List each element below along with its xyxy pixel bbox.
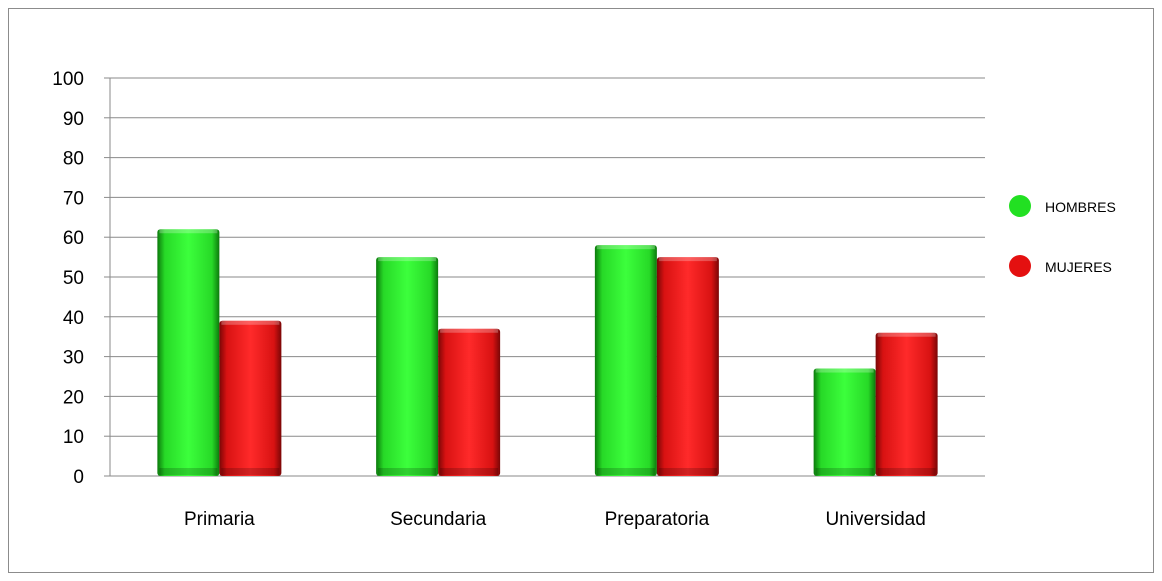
- y-tick-label-50: 50: [63, 268, 84, 289]
- bar-cap-hombres-primaria: [159, 229, 218, 234]
- bar-hombres-universidad: [813, 368, 876, 476]
- bar-base-hombres-universidad: [815, 468, 874, 475]
- bar-base-hombres-secundaria: [378, 468, 437, 475]
- bar-cap-mujeres-preparatoria: [658, 257, 717, 262]
- bar-cap-mujeres-primaria: [221, 320, 280, 325]
- legend-label-mujeres: MUJERES: [1045, 259, 1112, 275]
- x-tick-label-primaria: Primaria: [184, 509, 255, 530]
- x-tick-label-secundaria: Secundaria: [390, 509, 487, 530]
- y-tick-label-80: 80: [63, 149, 84, 170]
- bar-mujeres-preparatoria: [656, 257, 719, 476]
- x-axis: Primaria Secundaria Preparatoria Universida…: [184, 509, 926, 530]
- bar-cap-hombres-secundaria: [378, 257, 437, 262]
- y-tick-label-20: 20: [63, 387, 84, 408]
- legend: HOMBRES MUJERES: [1009, 195, 1116, 277]
- bar-cap-mujeres-secundaria: [440, 328, 499, 333]
- bar-hombres-primaria: [157, 229, 220, 476]
- y-tick-label-0: 0: [73, 467, 84, 488]
- bar-hombres-secundaria: [376, 257, 439, 476]
- y-tick-label-40: 40: [63, 308, 84, 329]
- bars: [157, 229, 938, 476]
- bar-hombres-preparatoria: [594, 245, 657, 476]
- bar-base-hombres-primaria: [159, 468, 218, 475]
- bar-cap-hombres-preparatoria: [596, 245, 655, 250]
- bar-mujeres-primaria: [219, 320, 282, 476]
- bar-base-hombres-preparatoria: [596, 468, 655, 475]
- y-tick-label-70: 70: [63, 188, 84, 209]
- y-tick-label-90: 90: [63, 109, 84, 130]
- x-tick-label-universidad: Universidad: [825, 509, 925, 530]
- x-tick-label-preparatoria: Preparatoria: [605, 509, 710, 530]
- bar-base-mujeres-secundaria: [440, 468, 499, 475]
- bar-base-mujeres-universidad: [877, 468, 936, 475]
- y-tick-label-100: 100: [52, 69, 84, 90]
- bar-mujeres-secundaria: [438, 328, 501, 476]
- bar-cap-hombres-universidad: [815, 368, 874, 373]
- legend-label-hombres: HOMBRES: [1045, 199, 1116, 215]
- legend-swatch-mujeres: [1009, 255, 1031, 277]
- bar-cap-mujeres-universidad: [877, 332, 936, 337]
- bar-base-mujeres-primaria: [221, 468, 280, 475]
- y-tick-label-10: 10: [63, 427, 84, 448]
- y-tick-label-60: 60: [63, 228, 84, 249]
- bar-base-mujeres-preparatoria: [658, 468, 717, 475]
- y-tick-label-30: 30: [63, 348, 84, 369]
- legend-swatch-hombres: [1009, 195, 1031, 217]
- bar-mujeres-universidad: [875, 332, 938, 476]
